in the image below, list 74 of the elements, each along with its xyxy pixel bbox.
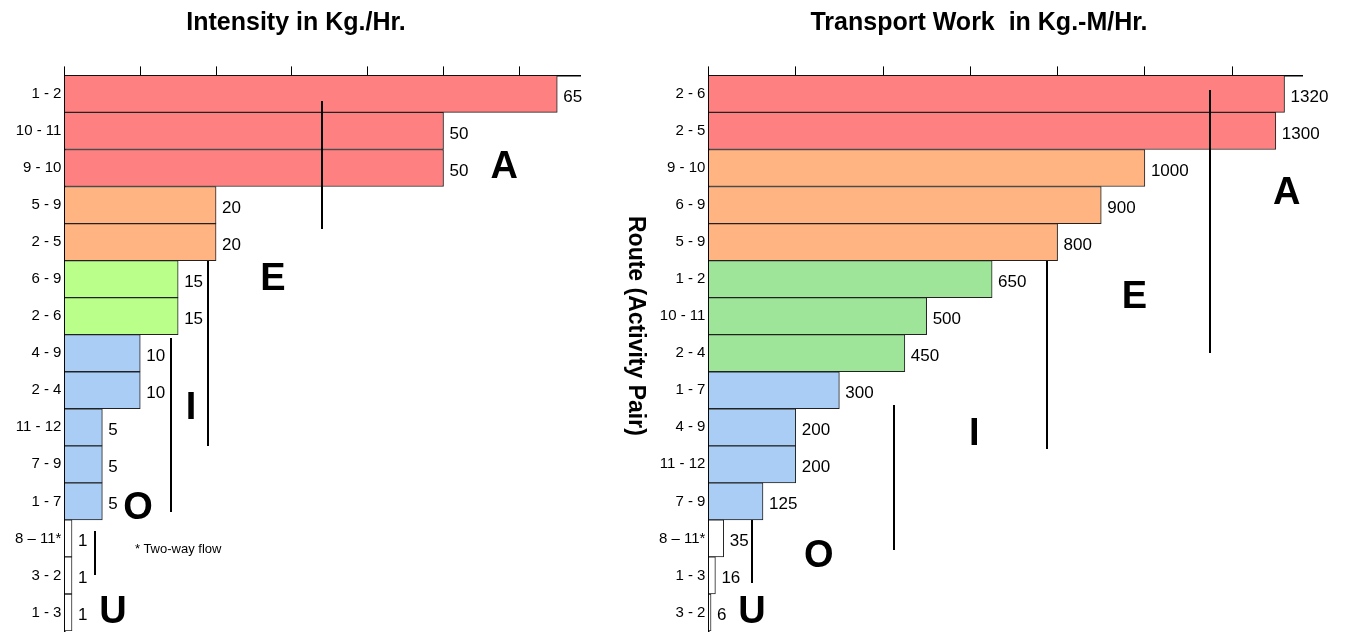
data-label: 1320 <box>1290 86 1329 106</box>
data-label: 650 <box>998 271 1027 291</box>
y-axis-title: Route (Activity Pair) <box>622 215 650 436</box>
data-label: 20 <box>222 197 241 217</box>
y-tick-label: 3 - 2 <box>675 602 706 620</box>
annotation: I <box>968 411 980 454</box>
annotation: I <box>185 385 197 428</box>
y-tick-label: 2 - 6 <box>675 84 706 102</box>
data-label: 800 <box>1063 234 1092 254</box>
y-tick-label: 11 - 12 <box>659 454 706 472</box>
data-label: 20 <box>222 234 241 254</box>
y-tick-label: 6 - 9 <box>675 195 706 213</box>
data-label: 1 <box>78 531 88 551</box>
y-tick-label: 1 - 7 <box>675 380 706 398</box>
y-tick-label: 6 - 9 <box>31 269 62 287</box>
y-tick-label: 2 - 5 <box>675 121 706 139</box>
y-tick-label: 2 - 4 <box>675 343 706 361</box>
data-label: 1 <box>78 605 88 625</box>
data-label: 5 <box>108 457 118 477</box>
annotation: E <box>1121 274 1148 317</box>
data-label: 5 <box>108 419 118 439</box>
annotation: O <box>804 533 834 576</box>
y-tick-label: 5 - 9 <box>31 195 62 213</box>
data-label: 200 <box>801 457 831 477</box>
annotation: U <box>738 588 766 631</box>
data-label: 125 <box>768 494 798 514</box>
y-tick-label: 2 - 6 <box>31 306 62 324</box>
y-tick-label: 8 – 11* <box>658 528 706 546</box>
y-tick-label: 8 – 11* <box>14 528 62 546</box>
data-label: 65 <box>563 86 583 106</box>
data-label: 50 <box>449 160 469 180</box>
y-tick-label: 7 - 9 <box>31 454 62 472</box>
data-label: 5 <box>108 494 118 514</box>
y-tick-label: 7 - 9 <box>675 491 706 509</box>
chart-title: Transport Work in Kg.-M/Hr. <box>810 6 1148 35</box>
data-label: 16 <box>721 568 741 588</box>
y-tick-label: 10 - 11 <box>659 306 706 324</box>
y-tick-label: 3 - 2 <box>31 565 62 583</box>
data-label: 300 <box>845 382 874 402</box>
y-tick-label: 4 - 9 <box>31 343 62 361</box>
y-tick-label: 1 - 2 <box>675 269 706 287</box>
data-label: 200 <box>801 419 831 439</box>
y-tick-label: 1 - 3 <box>675 565 706 583</box>
y-tick-label: 4 - 9 <box>675 417 706 435</box>
annotation: A <box>1273 170 1301 213</box>
annotation: A <box>490 144 518 187</box>
y-tick-label: 9 - 10 <box>667 158 706 176</box>
y-tick-label: 2 - 4 <box>31 380 62 398</box>
annotation: E <box>260 255 286 298</box>
y-tick-label: 9 - 10 <box>23 158 62 176</box>
chart-title: Intensity in Kg./Hr. <box>186 6 406 35</box>
y-tick-label: 1 - 3 <box>31 602 62 620</box>
annotation: U <box>99 588 127 631</box>
data-label: 10 <box>146 382 166 402</box>
data-label: 50 <box>449 123 469 143</box>
data-label: 35 <box>729 531 749 551</box>
data-label: 15 <box>184 308 204 328</box>
data-label: 1000 <box>1150 160 1189 180</box>
annotation: O <box>123 485 153 528</box>
data-label: 6 <box>717 605 727 625</box>
annotation: * Two-way flow <box>134 541 223 557</box>
y-tick-label: 2 - 5 <box>31 232 62 250</box>
data-label: 450 <box>910 345 940 365</box>
data-label: 10 <box>146 345 166 365</box>
data-label: 1 <box>78 568 88 588</box>
data-label: 15 <box>184 271 204 291</box>
y-tick-label: 10 - 11 <box>15 121 62 139</box>
data-label: 900 <box>1107 197 1136 217</box>
y-tick-label: 1 - 7 <box>31 491 62 509</box>
data-label: 500 <box>932 308 962 328</box>
y-tick-label: 11 - 12 <box>15 417 62 435</box>
y-tick-label: 5 - 9 <box>675 232 706 250</box>
y-tick-label: 1 - 2 <box>31 84 62 102</box>
data-label: 1300 <box>1281 123 1320 143</box>
